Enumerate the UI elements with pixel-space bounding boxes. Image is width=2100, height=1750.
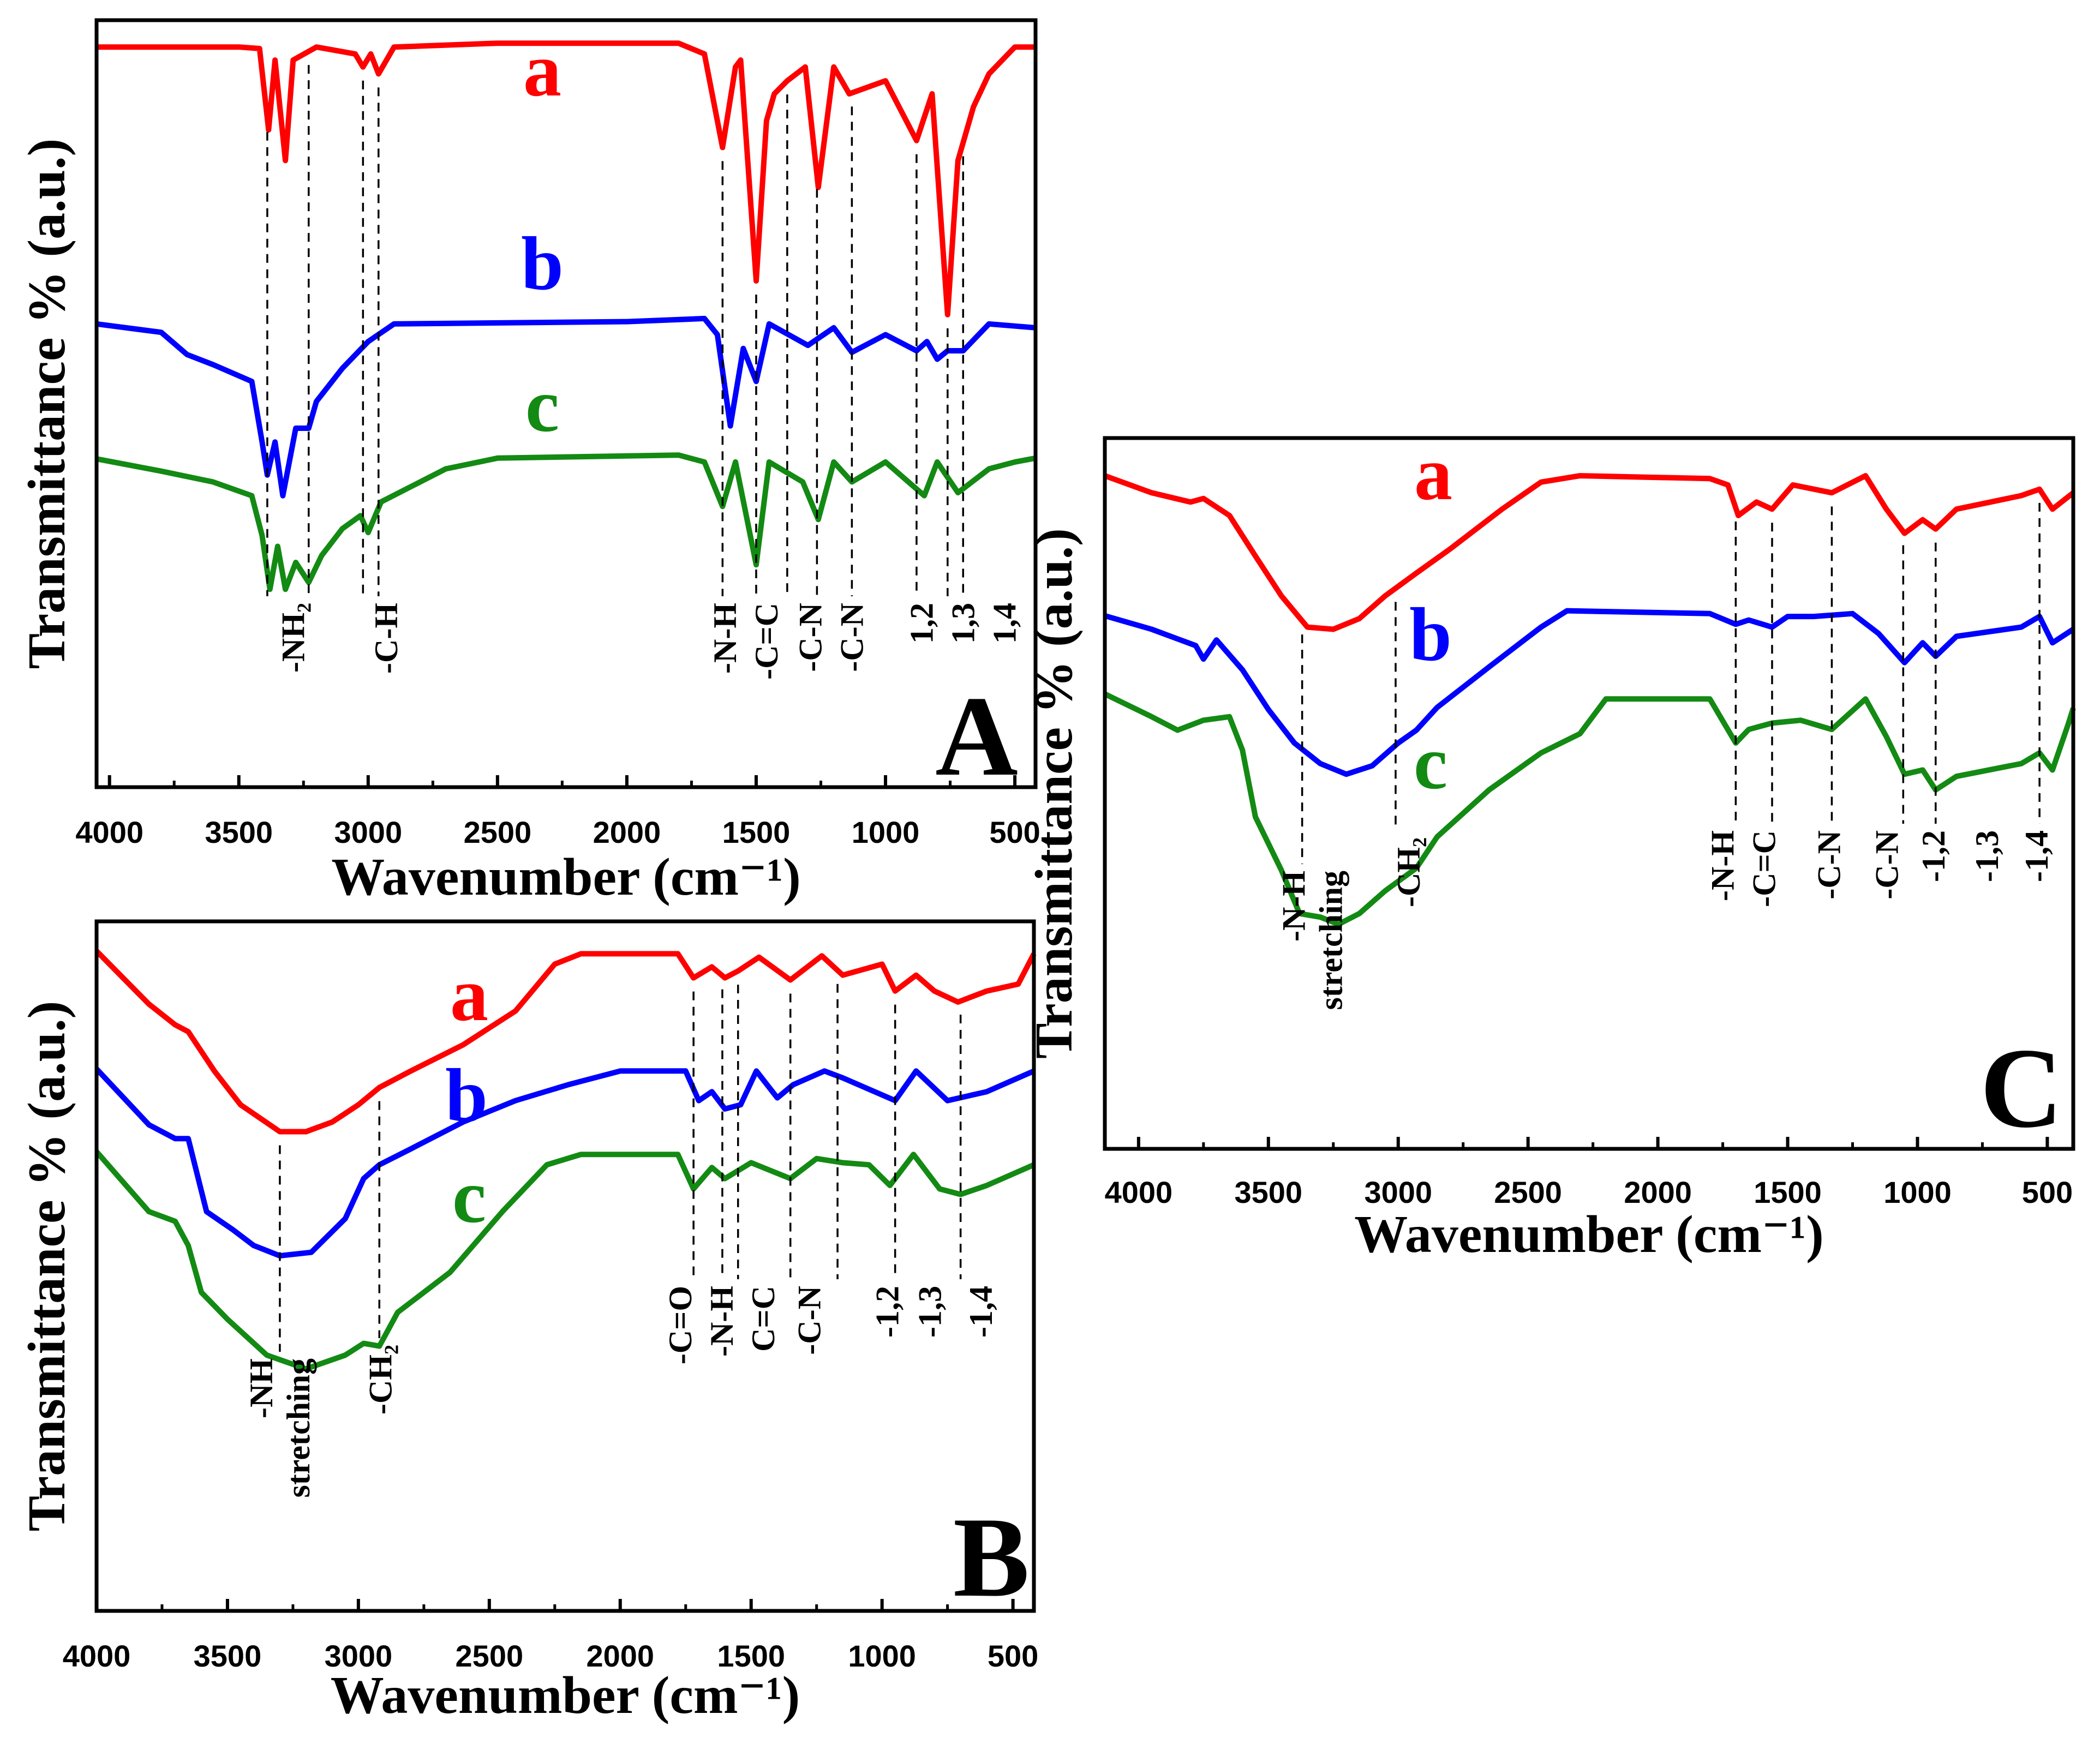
- x-tick-label: 500: [989, 815, 1040, 849]
- series-line-a: [1104, 473, 2075, 632]
- annotation-label: 1,4: [986, 603, 1022, 644]
- annotation-label: -N-H: [1276, 871, 1312, 942]
- annotation-label: -CH₂: [1391, 837, 1427, 907]
- annotation-label: -CH₂: [363, 1345, 399, 1415]
- series-label-b: b: [521, 221, 564, 306]
- series-line-c: [94, 1149, 1036, 1372]
- x-tick-label: 3500: [205, 815, 273, 849]
- annotation-label: -NH₂: [275, 603, 311, 673]
- annotation-label: -C=C: [749, 603, 785, 680]
- series-label-a: a: [450, 952, 488, 1037]
- annotation-label: -1,3: [1969, 830, 2005, 882]
- annotation-label: -C-N: [1869, 830, 1905, 900]
- panel-letter: A: [935, 673, 1018, 800]
- x-tick-label: 500: [988, 1639, 1038, 1673]
- annotation-label: -NH: [243, 1358, 279, 1418]
- annotation-label: -N-H: [1705, 830, 1741, 901]
- x-tick-label: 3000: [334, 815, 403, 849]
- x-tick-label: 4000: [63, 1639, 131, 1673]
- x-tick-label: 2000: [593, 815, 661, 849]
- series-label-c: c: [452, 1154, 486, 1239]
- annotation-label: C=C: [745, 1286, 781, 1352]
- x-axis-title: Wavenumber (cm⁻¹): [331, 1666, 800, 1725]
- plot-frame: [1103, 436, 2075, 1151]
- series-line-b: [94, 1067, 1036, 1258]
- plot-frame: [94, 919, 1036, 1613]
- x-tick-label: 3500: [194, 1639, 262, 1673]
- annotation-label: -C-N: [834, 603, 870, 672]
- x-tick-label: 1000: [848, 1639, 916, 1673]
- plot-frame: [94, 18, 1038, 789]
- y-axis-title: Transmittance % (a.u.): [17, 139, 76, 669]
- panel-a: 4000 3500 3000 2500 2000 1500 1000 500 a bc -NH₂ -C…: [17, 18, 1040, 907]
- series-label-b: b: [1409, 592, 1452, 677]
- series-line-a: [97, 40, 1036, 317]
- annotation-label: -1,4: [2019, 830, 2055, 882]
- x-tick-label: 3500: [1235, 1175, 1303, 1209]
- annotation-label: 1,2: [904, 603, 940, 644]
- y-axis-title: Transmittance % (a.u.): [17, 1001, 76, 1532]
- x-tick-label: 1000: [1883, 1175, 1952, 1209]
- x-tick-label: 2000: [586, 1639, 654, 1673]
- annotation-label: -1,4: [963, 1286, 999, 1338]
- annotation-label: -1,2: [1916, 830, 1952, 882]
- x-tick-label: 500: [2022, 1175, 2073, 1209]
- series-line-c: [1103, 691, 2076, 927]
- annotation-label: -N-H: [704, 1286, 740, 1357]
- series-label-c: c: [525, 363, 559, 448]
- x-tick-label: 3000: [1364, 1175, 1432, 1209]
- annotation-label: -C-H: [368, 603, 404, 674]
- annotation-label: -C=O: [662, 1286, 698, 1364]
- series-line-a: [94, 949, 1037, 1135]
- annotation-label: -C-N: [792, 1286, 828, 1355]
- x-tick-label: 1500: [1754, 1175, 1822, 1209]
- series-label-c: c: [1414, 721, 1447, 805]
- x-tick-label: 4000: [75, 815, 143, 849]
- x-tick-label: 2000: [1624, 1175, 1692, 1209]
- x-tick-label: 1500: [717, 1639, 785, 1673]
- series-line-c: [96, 452, 1036, 592]
- x-tick-label: 2500: [1494, 1175, 1562, 1209]
- series-line-b: [96, 315, 1036, 499]
- x-tick-label: 2500: [456, 1639, 524, 1673]
- panel-b: 4000 3500 3000 2500 2000 1500 1000 500 abc -NH str…: [17, 919, 1038, 1725]
- annotation-label: -1,3: [912, 1286, 948, 1338]
- annotation-label: stretching: [1313, 871, 1349, 1010]
- annotation-label: -N-H: [707, 603, 743, 674]
- annotation-label: -1,2: [869, 1286, 905, 1338]
- annotation-label: stretching: [280, 1358, 316, 1498]
- annotation-label: -C=C: [1746, 830, 1782, 907]
- y-axis-title: Transmittance % (a.u.): [1025, 528, 1084, 1059]
- x-axis-title: Wavenumber (cm⁻¹): [331, 848, 800, 907]
- x-tick-label: 2500: [464, 815, 532, 849]
- series-line-b: [1104, 608, 2075, 777]
- panel-letter: C: [1980, 1025, 2063, 1152]
- series-label-a: a: [1414, 431, 1452, 516]
- x-axis-title: Wavenumber (cm⁻¹): [1354, 1205, 1823, 1264]
- annotation-label: 1,3: [945, 603, 981, 644]
- series-label-a: a: [523, 28, 561, 112]
- annotation-label: -C-N: [1811, 830, 1847, 900]
- x-tick-label: 3000: [325, 1639, 393, 1673]
- annotation-label: -C-N: [793, 603, 829, 672]
- panel-letter: B: [953, 1494, 1030, 1621]
- x-tick-label: 1000: [852, 815, 920, 849]
- x-tick-label: 1500: [722, 815, 791, 849]
- x-tick-label: 4000: [1105, 1175, 1173, 1209]
- series-label-b: b: [445, 1053, 488, 1138]
